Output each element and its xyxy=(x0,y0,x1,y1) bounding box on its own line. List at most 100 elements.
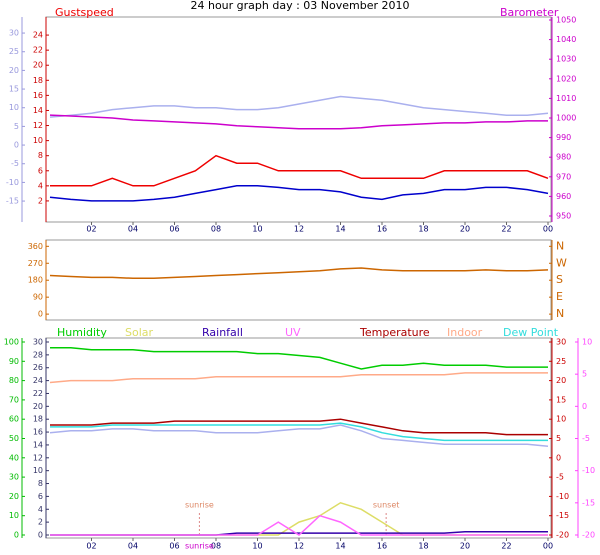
x-tick-label: 16 xyxy=(377,542,387,551)
x-tick-label: 16 xyxy=(377,225,387,234)
x-tick-label: 06 xyxy=(169,542,179,551)
y-tick-label: 16 xyxy=(33,428,43,437)
x-tick-label: 00 xyxy=(543,542,553,551)
y-tick-label: 0 xyxy=(14,531,19,540)
y-tick-label: 960 xyxy=(556,192,571,201)
y-tick-label: 2 xyxy=(38,518,43,527)
y-tick-label: -15 xyxy=(6,197,19,206)
y-tick-label: 20 xyxy=(9,492,19,501)
legend-entry: Solar xyxy=(125,326,154,339)
y-tick-label: 30 xyxy=(9,473,19,482)
y-tick-label: 180 xyxy=(28,276,43,285)
y-tick-label: 30 xyxy=(33,338,43,347)
y-tick-label: -5 xyxy=(582,434,590,443)
y-tick-label: 950 xyxy=(556,212,571,221)
y-tick-label: 15 xyxy=(9,85,19,94)
y-tick-label: 12 xyxy=(33,453,43,462)
series-line xyxy=(50,418,548,436)
y-tick-label: 60 xyxy=(9,415,19,424)
x-tick-label: 12 xyxy=(294,225,304,234)
y-tick-label: 4 xyxy=(38,181,43,190)
y-tick-label: 30 xyxy=(556,338,566,347)
x-tick-label: 02 xyxy=(86,225,96,234)
y-tick-label: 1020 xyxy=(556,74,576,83)
y-tick-label: 8 xyxy=(38,479,43,488)
y-tick-label: 0 xyxy=(14,141,19,150)
x-tick-label: 06 xyxy=(169,225,179,234)
x-tick-label: 22 xyxy=(501,542,511,551)
y-tick-label: 5 xyxy=(556,434,561,443)
y-tick-label: 10 xyxy=(9,103,19,112)
series-line xyxy=(50,422,548,442)
series-line xyxy=(49,372,548,384)
x-tick-label: 08 xyxy=(211,225,221,234)
y-tick-label: W xyxy=(556,256,567,269)
y-tick-label: 18 xyxy=(33,76,43,85)
y-tick-label: 5 xyxy=(582,370,587,379)
y-tick-label: 22 xyxy=(33,46,43,55)
y-tick-label: 1040 xyxy=(556,35,576,44)
y-tick-label: 10 xyxy=(582,338,592,347)
y-tick-label: 4 xyxy=(38,505,43,514)
legend-entry: Gustspeed xyxy=(55,6,114,19)
y-tick-label: 90 xyxy=(33,293,43,302)
y-tick-label: 10 xyxy=(556,415,566,424)
x-tick-label: 20 xyxy=(460,542,470,551)
y-tick-label: 50 xyxy=(9,434,19,443)
series-line xyxy=(49,114,548,130)
y-tick-label: 28 xyxy=(33,350,43,359)
y-tick-label: 980 xyxy=(556,153,571,162)
legend-entry: Dew Point xyxy=(503,326,559,339)
y-tick-label: 8 xyxy=(38,151,43,160)
y-tick-label: 0 xyxy=(38,310,43,319)
series-line xyxy=(50,501,548,536)
y-tick-label: 6 xyxy=(38,492,43,501)
y-tick-label: 0 xyxy=(38,531,43,540)
y-tick-label: -5 xyxy=(556,473,564,482)
y-tick-label: 10 xyxy=(33,466,43,475)
x-tick-label: 14 xyxy=(335,225,345,234)
legend-entry: Rainfall xyxy=(202,326,243,339)
y-tick-label: 1030 xyxy=(556,55,576,64)
chart-title: 24 hour graph day : 03 November 2010 xyxy=(190,0,409,12)
x-tick-label: 02 xyxy=(86,542,96,551)
series-line xyxy=(50,154,549,187)
y-tick-label: 26 xyxy=(33,363,43,372)
x-tick-label: 14 xyxy=(335,542,345,551)
y-tick-label: -20 xyxy=(556,531,569,540)
y-tick-label: 6 xyxy=(38,166,43,175)
legend-entry: Barometer xyxy=(500,6,559,19)
legend-entry: Humidity xyxy=(57,326,107,339)
y-tick-label: -15 xyxy=(556,511,569,520)
plot-frame xyxy=(45,337,552,539)
y-tick-label: 25 xyxy=(556,357,566,366)
y-tick-label: 70 xyxy=(9,395,19,404)
x-tick-label: 18 xyxy=(418,225,428,234)
x-tick-label: 08 xyxy=(211,542,221,551)
series-line xyxy=(50,347,548,370)
y-tick-label: 30 xyxy=(9,29,19,38)
y-tick-label: 22 xyxy=(33,389,43,398)
y-tick-label: 270 xyxy=(28,259,43,268)
y-tick-label: -10 xyxy=(556,492,569,501)
y-tick-label: 14 xyxy=(33,440,43,449)
y-tick-label: 10 xyxy=(9,511,19,520)
y-tick-label: -5 xyxy=(11,159,19,168)
y-tick-label: 1010 xyxy=(556,94,576,103)
annotation: sunset xyxy=(373,501,400,510)
y-tick-label: 20 xyxy=(33,61,43,70)
y-tick-label: N xyxy=(556,307,564,320)
x-tick-label: 10 xyxy=(252,225,262,234)
y-tick-label: 40 xyxy=(9,453,19,462)
y-tick-label: -20 xyxy=(582,531,595,540)
x-tick-label: 04 xyxy=(128,542,138,551)
annotation: sunrise xyxy=(185,542,214,551)
series-line xyxy=(49,95,549,118)
y-tick-label: 1050 xyxy=(556,16,576,25)
y-tick-label: E xyxy=(556,290,563,303)
y-tick-label: 25 xyxy=(9,47,19,56)
plot-frame xyxy=(45,239,552,321)
x-tick-label: 20 xyxy=(460,225,470,234)
